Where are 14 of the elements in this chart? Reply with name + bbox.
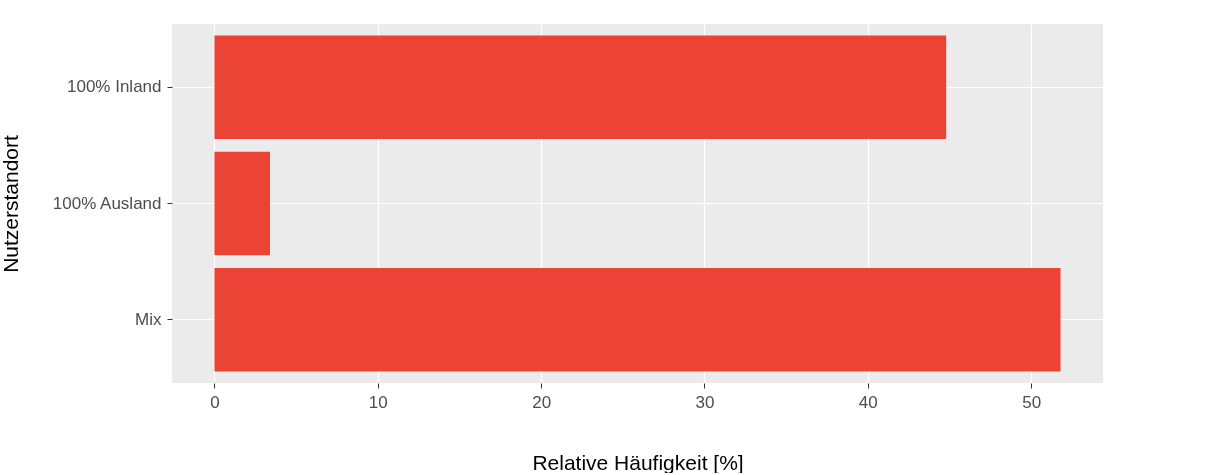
y-tick-label: 100% Ausland xyxy=(52,193,162,213)
bar xyxy=(214,151,270,256)
x-tick-label: 50 xyxy=(1022,392,1042,412)
x-tick-label: 0 xyxy=(210,392,220,412)
x-tick-label: 10 xyxy=(368,392,388,412)
x-tick-label: 30 xyxy=(695,392,715,412)
bar xyxy=(214,35,947,140)
x-tick-label: 20 xyxy=(532,392,552,412)
y-axis-title: Nutzerstandort xyxy=(0,134,22,273)
bar xyxy=(214,267,1061,372)
y-tick-label: Mix xyxy=(135,309,162,329)
x-axis-title: Relative Häufigkeit [%] xyxy=(532,450,744,474)
x-tick-label: 40 xyxy=(858,392,878,412)
y-tick-label: 100% Inland xyxy=(66,77,162,97)
